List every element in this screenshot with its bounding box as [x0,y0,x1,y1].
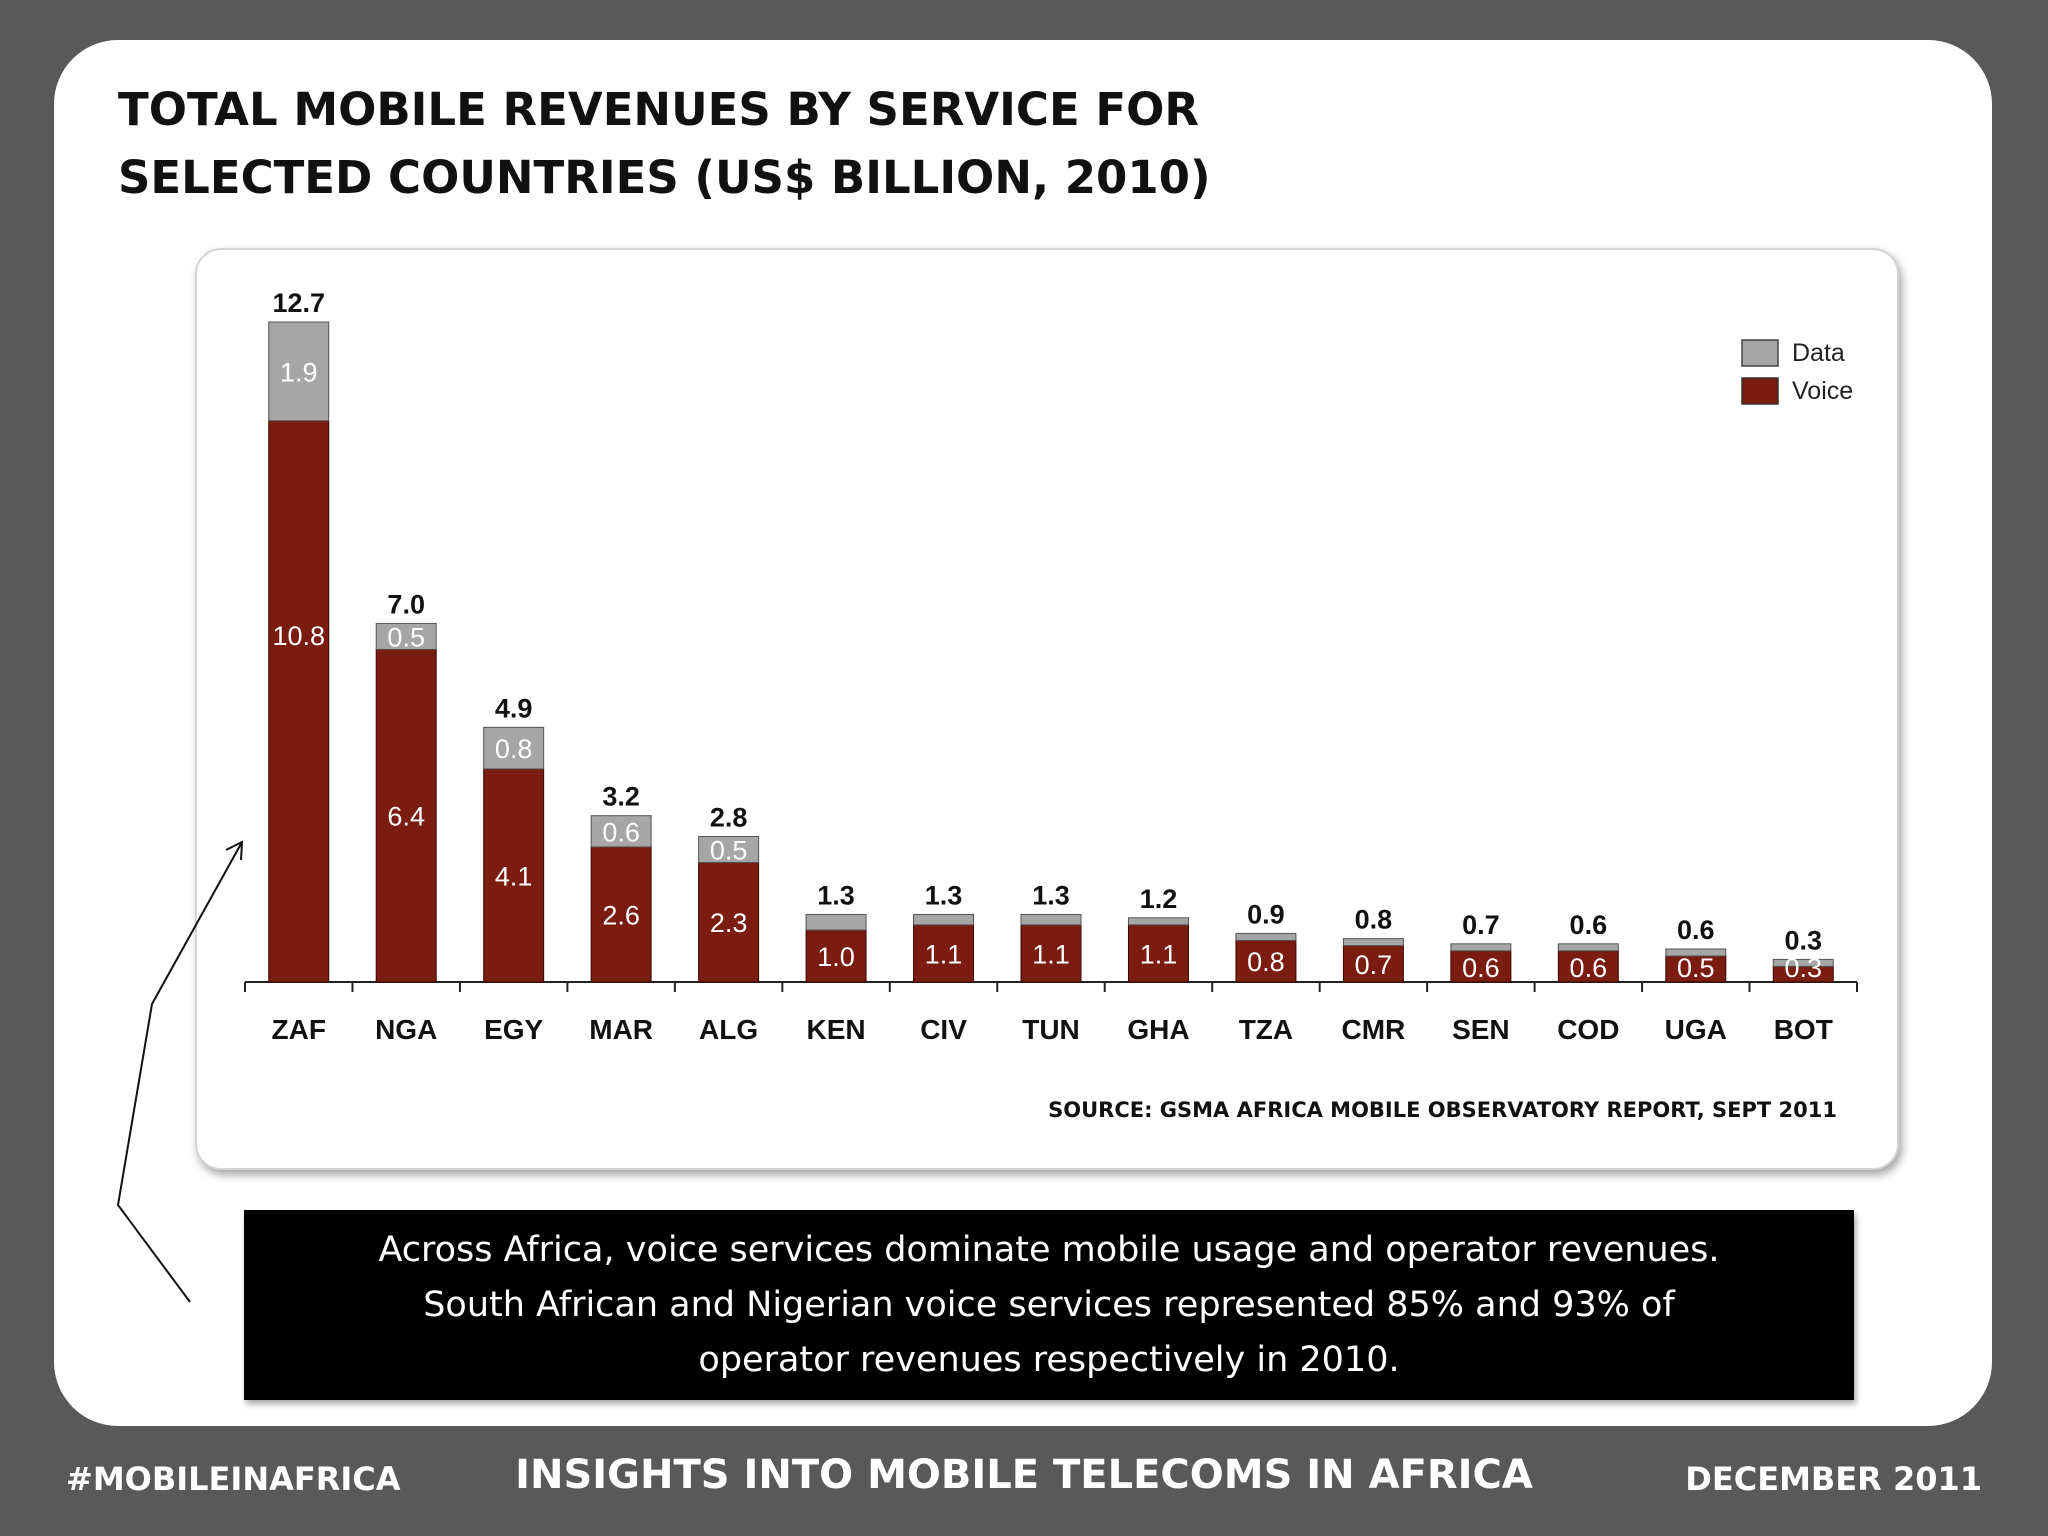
data-label-voice: 0.3 [1784,953,1822,983]
x-tick-label: KEN [807,1014,866,1045]
slide-title-line1: TOTAL MOBILE REVENUES BY SERVICE FOR [118,83,1199,136]
bar-data [698,835,760,863]
data-label-total: 2.8 [710,802,748,832]
slide-title: TOTAL MOBILE REVENUES BY SERVICE FOR SEL… [118,76,1318,212]
bar-data [1665,948,1727,957]
bar-voice [1557,950,1619,983]
x-tick-label: CIV [920,1014,967,1045]
bar-voice [913,924,975,983]
data-label-voice: 4.1 [495,861,533,891]
bar-voice [1020,924,1082,983]
data-label-voice: 0.6 [1462,953,1500,983]
callout-line3: operator revenues respectively in 2010. [698,1339,1400,1380]
bar-voice [1127,924,1189,983]
stacked-bar-chart: 10.81.912.7ZAF6.40.57.0NGA4.10.84.9EGY2.… [244,288,1858,1045]
x-tick-label: ZAF [272,1014,326,1045]
source-note: SOURCE: GSMA AFRICA MOBILE OBSERVATORY R… [1048,1098,1837,1122]
bar-data [268,321,330,422]
data-label-voice: 2.6 [602,900,640,930]
data-label-voice: 1.1 [1032,939,1070,969]
x-tick-label: GHA [1127,1014,1189,1045]
legend-label-data: Data [1792,339,1845,367]
data-label-voice: 0.8 [1247,947,1285,977]
data-label-voice: 1.0 [817,942,855,972]
data-label-total: 7.0 [387,589,425,619]
data-label-total: 0.7 [1462,910,1500,940]
x-tick-label: BOT [1774,1014,1833,1045]
data-label-total: 1.3 [925,880,963,910]
bar-data [1557,943,1619,952]
bar-data [913,913,975,926]
bar-voice [483,768,545,983]
x-tick-label: TZA [1239,1014,1293,1045]
data-label-total: 4.9 [495,693,533,723]
bar-data [483,726,545,770]
callout-line2: South African and Nigerian voice service… [423,1284,1675,1325]
bar-data [1342,938,1404,947]
data-label-voice: 2.3 [710,908,748,938]
x-tick-label: NGA [375,1014,437,1045]
data-label-voice: 1.1 [925,939,963,969]
x-tick-label: COD [1557,1014,1619,1045]
data-label-voice: 10.8 [272,621,325,651]
data-label-data: 0.5 [710,835,748,865]
bar-voice [805,929,867,983]
data-label-voice: 0.6 [1570,953,1608,983]
bar-voice [268,420,330,983]
data-label-data: 1.9 [280,357,318,387]
x-tick-label: ALG [699,1014,758,1045]
legend-swatch-voice [1741,377,1779,405]
bar-data [1127,917,1189,926]
footer-hashtag: #MOBILEINAFRICA [66,1460,401,1498]
bar-voice [1665,955,1727,983]
callout-box: Across Africa, voice services dominate m… [244,1210,1854,1400]
bar-data [1235,932,1297,941]
data-label-total: 0.6 [1570,910,1608,940]
data-label-total: 3.2 [602,782,640,812]
data-label-total: 1.2 [1140,884,1178,914]
slide-title-line2: SELECTED COUNTRIES (US$ BILLION, 2010) [118,151,1211,204]
data-label-voice: 0.7 [1355,950,1393,980]
bar-data [590,815,652,848]
data-label-voice: 1.1 [1140,939,1178,969]
bar-data [375,622,437,650]
data-label-total: 1.3 [1032,880,1070,910]
bar-voice [1235,939,1297,983]
x-tick-label: SEN [1452,1014,1510,1045]
data-label-voice: 0.5 [1677,953,1715,983]
footer-date: DECEMBER 2011 [1685,1460,1982,1498]
data-label-data: 0.5 [387,622,425,652]
bar-data [1772,958,1834,967]
bar-data [805,913,867,931]
chart-panel: 10.8 1.9 12.7 ZAF 6.4 0.5 7.0 NGA 4.1 0.8 4.9 EGY 2.… [195,248,1899,1170]
bar-data [1450,943,1512,952]
data-label-total: 12.7 [272,288,325,318]
callout-line1: Across Africa, voice services dominate m… [378,1229,1720,1270]
data-label-data: 0.6 [602,817,640,847]
data-label-total: 0.3 [1784,925,1822,955]
data-label-data: 0.8 [495,734,533,764]
bar-voice [1342,945,1404,983]
legend-label-voice: Voice [1792,377,1853,405]
data-label-total: 0.9 [1247,899,1285,929]
x-tick-label: MAR [589,1014,653,1045]
footer-title: INSIGHTS INTO MOBILE TELECOMS IN AFRICA [515,1452,1533,1498]
data-label-voice: 6.4 [387,802,425,832]
bar-voice [698,861,760,983]
x-tick-label: CMR [1342,1014,1406,1045]
x-tick-label: UGA [1665,1014,1727,1045]
bar-data [1020,913,1082,926]
legend-swatch-data [1741,339,1779,367]
data-label-total: 0.8 [1355,905,1393,935]
data-label-total: 0.6 [1677,915,1715,945]
bar-voice [375,648,437,983]
x-tick-label: EGY [484,1014,543,1045]
x-tick-label: TUN [1022,1014,1080,1045]
data-label-total: 1.3 [817,880,855,910]
bar-voice [590,846,652,983]
